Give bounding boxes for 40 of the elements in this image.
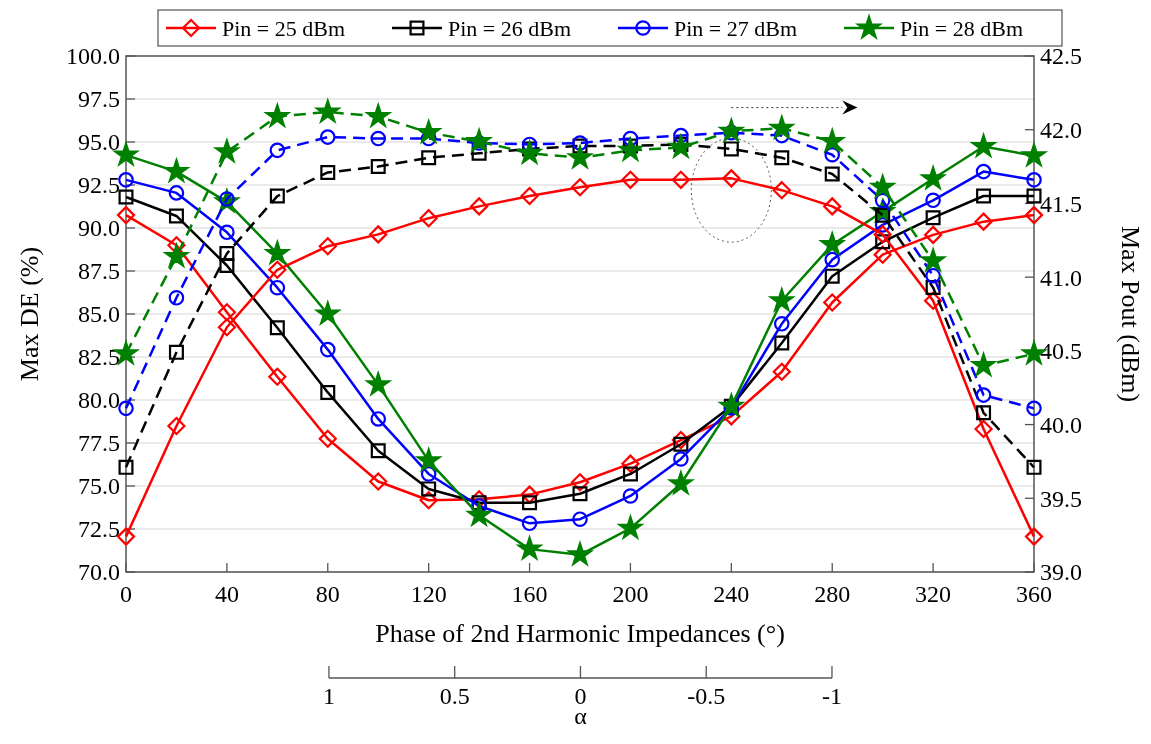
x-tick-label: 160 <box>511 581 548 607</box>
x2-tick-label: -0.5 <box>687 683 726 709</box>
legend-label: Pin = 26 dBm <box>448 15 572 41</box>
y-tick-label: 97.5 <box>78 86 120 113</box>
y2-tick-label: 42.0 <box>1040 117 1082 144</box>
x-tick-label: 40 <box>214 581 239 607</box>
x-tick-label: 280 <box>814 581 851 607</box>
y-tick-label: 100.0 <box>66 43 120 70</box>
legend-label: Pin = 28 dBm <box>900 15 1024 41</box>
x-tick-label: 120 <box>410 581 447 607</box>
legend-label: Pin = 27 dBm <box>674 15 798 41</box>
y-tick-label: 92.5 <box>78 172 120 199</box>
y-tick-label: 90.0 <box>78 215 120 242</box>
y2-axis-title: Max Pout (dBm) <box>1116 225 1145 403</box>
y-tick-label: 80.0 <box>78 387 120 414</box>
y2-tick-label: 41.5 <box>1040 190 1082 217</box>
y-tick-label: 70.0 <box>78 559 120 586</box>
x-tick-label: 80 <box>315 581 340 607</box>
y-tick-label: 95.0 <box>78 129 120 156</box>
y2-tick-label: 39.5 <box>1040 485 1082 512</box>
x-tick-label: 320 <box>915 581 952 607</box>
x2-tick-label: -1 <box>821 683 842 709</box>
y2-tick-label: 40.0 <box>1040 411 1082 438</box>
y-axis-title: Max DE (%) <box>15 246 44 382</box>
legend-label: Pin = 25 dBm <box>222 15 346 41</box>
x-axis-title: Phase of 2nd Harmonic Impedances (°) <box>375 619 785 648</box>
y-tick-label: 77.5 <box>78 430 120 457</box>
x-tick-label: 200 <box>612 581 649 607</box>
y2-tick-label: 42.5 <box>1040 43 1082 70</box>
y-tick-label: 87.5 <box>78 258 120 285</box>
x2-tick-label: 1 <box>322 683 335 709</box>
y2-tick-label: 41.0 <box>1040 264 1082 291</box>
x-tick-label: 0 <box>120 581 132 607</box>
x2-tick-label: 0.5 <box>439 683 470 709</box>
y2-tick-label: 40.5 <box>1040 338 1082 365</box>
y-tick-label: 85.0 <box>78 301 120 328</box>
y-tick-label: 75.0 <box>78 473 120 500</box>
y-tick-label: 72.5 <box>78 516 120 543</box>
x-tick-label: 240 <box>713 581 750 607</box>
y-tick-label: 82.5 <box>78 344 120 371</box>
